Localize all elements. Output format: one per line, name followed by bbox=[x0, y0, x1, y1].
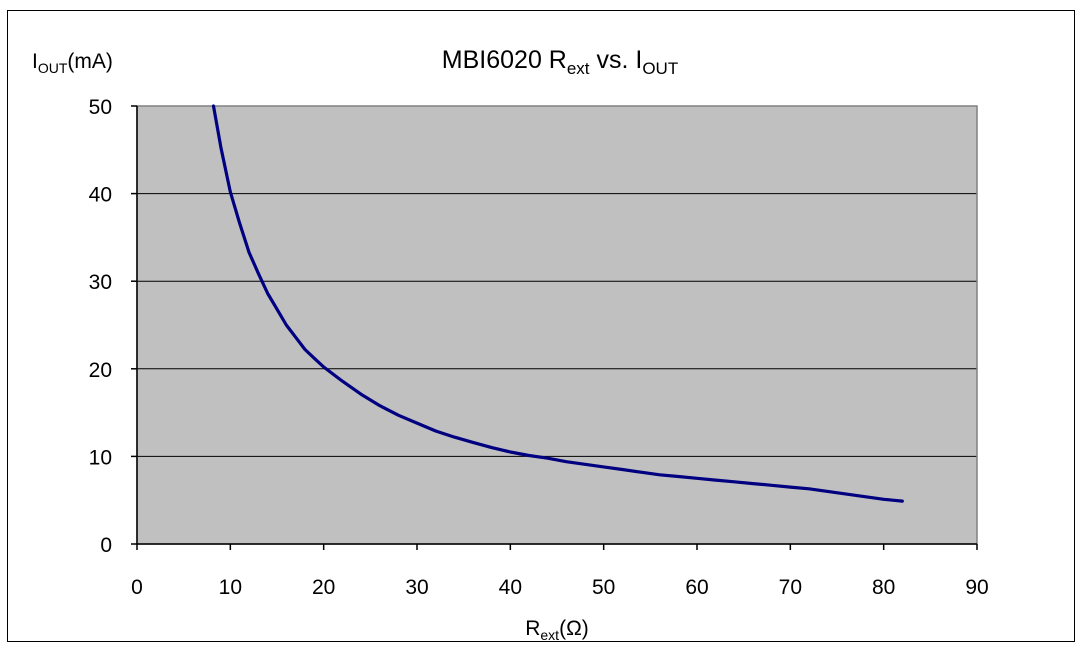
x-tick-label-30: 30 bbox=[405, 576, 428, 599]
x-tick-label-0: 0 bbox=[131, 576, 143, 599]
plot-area bbox=[137, 106, 977, 544]
x-tick-label-90: 90 bbox=[965, 576, 988, 599]
y-tick-label-50: 50 bbox=[89, 96, 112, 119]
x-tick-label-60: 60 bbox=[685, 576, 708, 599]
y-tick-label-30: 30 bbox=[89, 271, 112, 294]
chart-title: MBI6020 Rext vs. IOUT bbox=[442, 46, 678, 78]
y-tick-label-20: 20 bbox=[89, 359, 112, 382]
x-tick-label-20: 20 bbox=[312, 576, 335, 599]
series-layer bbox=[211, 104, 904, 503]
x-tick-label-80: 80 bbox=[872, 576, 895, 599]
y-tick-label-10: 10 bbox=[89, 446, 112, 469]
y-axis-title: IOUT(mA) bbox=[32, 50, 113, 76]
x-axis-title: Rext(Ω) bbox=[525, 617, 589, 643]
x-tick-label-40: 40 bbox=[499, 576, 522, 599]
x-tick-label-50: 50 bbox=[592, 576, 615, 599]
series-line-0 bbox=[211, 104, 904, 503]
x-tick-label-10: 10 bbox=[219, 576, 242, 599]
x-tick-label-70: 70 bbox=[779, 576, 802, 599]
axes: 0 10 20 30 40 50 60 70 80 90 0 10 20 30 40 50 bbox=[89, 96, 989, 599]
y-tick-label-40: 40 bbox=[89, 184, 112, 207]
y-tick-label-0: 0 bbox=[100, 534, 112, 557]
